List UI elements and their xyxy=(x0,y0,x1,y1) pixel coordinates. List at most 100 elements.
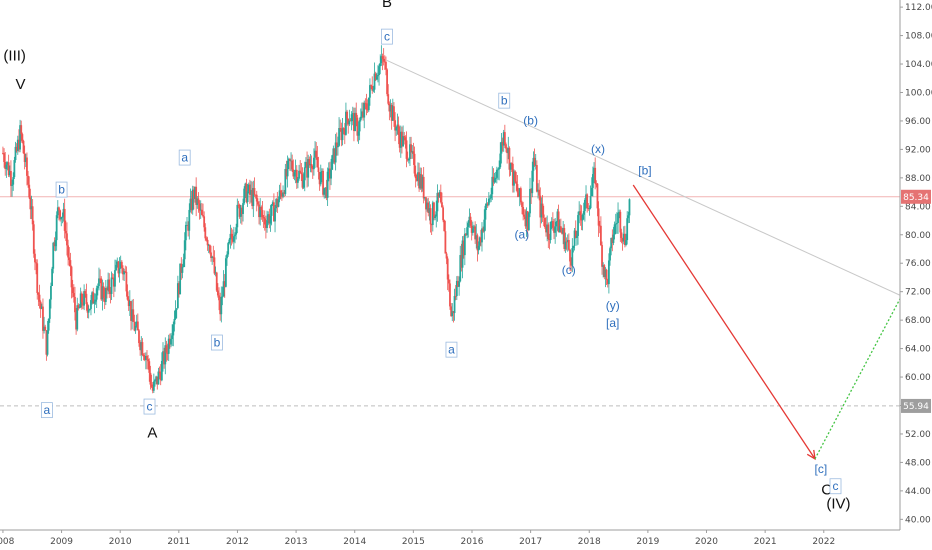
candle xyxy=(134,321,137,334)
candle xyxy=(580,205,583,231)
candle xyxy=(78,303,81,309)
candle xyxy=(141,338,144,356)
candle xyxy=(583,198,586,222)
candle xyxy=(306,151,308,188)
candle xyxy=(243,186,246,205)
candle xyxy=(362,102,364,121)
candle xyxy=(367,97,370,113)
candle xyxy=(14,141,17,163)
candle xyxy=(272,193,275,222)
candle xyxy=(391,98,394,121)
candle xyxy=(229,224,232,249)
candle xyxy=(254,194,257,199)
candle xyxy=(430,223,433,235)
candle xyxy=(266,210,268,233)
candle xyxy=(198,200,201,220)
candle xyxy=(123,268,126,282)
x-tick-label: 2019 xyxy=(636,537,659,547)
candle xyxy=(366,99,369,113)
candle xyxy=(407,157,410,164)
candle xyxy=(109,287,112,304)
candle xyxy=(281,189,283,201)
candle xyxy=(232,226,235,250)
candle xyxy=(230,227,233,246)
candle xyxy=(459,245,462,283)
candle xyxy=(302,172,305,189)
x-tick-label: 2013 xyxy=(285,537,308,547)
wave-label: (c) xyxy=(562,263,576,277)
svg-text:b: b xyxy=(58,183,65,197)
candle xyxy=(262,214,265,229)
candle xyxy=(27,170,29,188)
candle xyxy=(469,212,472,228)
candle xyxy=(618,209,621,219)
y-tick-label: 80.00 xyxy=(905,231,931,241)
candle xyxy=(599,216,602,246)
y-tick-label: 60.00 xyxy=(905,373,931,383)
candle xyxy=(183,232,186,268)
candle xyxy=(516,174,519,198)
candle xyxy=(107,272,110,295)
candle xyxy=(301,167,304,190)
y-tick-label: 84.00 xyxy=(905,202,931,212)
svg-text:c: c xyxy=(147,400,153,414)
candle xyxy=(615,212,618,234)
candle xyxy=(165,340,168,362)
candle xyxy=(31,199,34,231)
candle xyxy=(410,136,412,160)
candle xyxy=(216,283,219,298)
candle xyxy=(287,157,290,170)
candle xyxy=(223,273,226,298)
candle xyxy=(162,342,164,372)
candle xyxy=(256,198,259,207)
candle xyxy=(39,300,42,318)
candle xyxy=(571,238,574,273)
candle xyxy=(60,216,63,227)
candle xyxy=(543,217,546,229)
y-tick-label: 104.00 xyxy=(905,60,932,70)
candle xyxy=(484,203,487,231)
candle xyxy=(602,262,605,278)
candle xyxy=(455,276,458,300)
candle xyxy=(510,162,513,173)
candle xyxy=(106,286,108,299)
candle xyxy=(425,196,427,221)
x-tick-label: 2012 xyxy=(226,537,249,547)
candle xyxy=(594,157,597,190)
candle xyxy=(175,308,178,319)
candle xyxy=(545,217,547,237)
candle xyxy=(182,253,185,268)
candle xyxy=(587,203,590,211)
candle xyxy=(426,198,429,212)
candle xyxy=(475,224,478,249)
candle xyxy=(36,259,39,300)
candle xyxy=(300,162,303,182)
candle xyxy=(316,145,319,168)
candle xyxy=(164,337,167,375)
candle xyxy=(142,353,145,361)
x-tick-label: 2014 xyxy=(343,537,366,547)
candle xyxy=(50,282,52,309)
candle xyxy=(284,163,287,196)
candle xyxy=(582,202,585,220)
candle xyxy=(619,209,622,242)
projection-arrowhead xyxy=(806,449,816,461)
candle xyxy=(42,298,44,339)
candle xyxy=(398,126,401,153)
candle xyxy=(157,367,160,385)
svg-text:55.94: 55.94 xyxy=(903,402,929,412)
wave-label-boxed: a xyxy=(41,402,53,419)
candle xyxy=(338,117,340,147)
candle xyxy=(190,191,193,214)
candle xyxy=(226,251,228,266)
candle xyxy=(372,85,375,93)
candle xyxy=(138,328,140,347)
candle xyxy=(45,330,48,361)
candle xyxy=(133,314,136,332)
candle xyxy=(463,227,466,266)
candle xyxy=(625,233,627,247)
candle xyxy=(277,196,280,208)
candle xyxy=(621,237,624,251)
candle xyxy=(332,145,335,164)
